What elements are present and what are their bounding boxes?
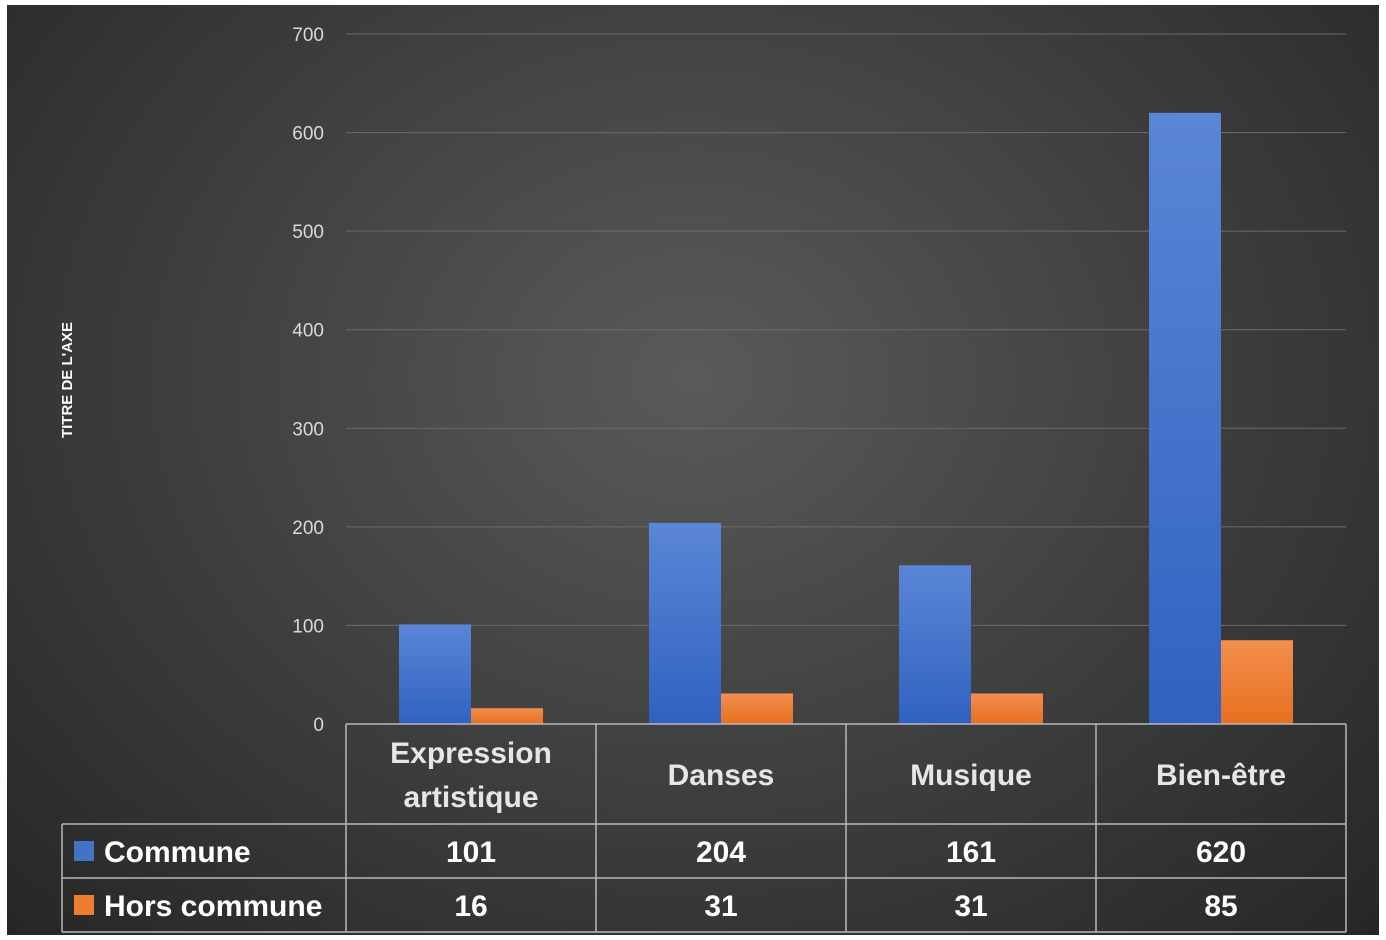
y-tick-label: 200 [292,518,324,539]
bar-hors-commune-2 [971,693,1043,724]
x-tick-label: artistique [403,781,538,814]
bar-commune-2 [899,565,971,724]
x-tick-label: Danses [668,759,775,792]
data-label: 620 [1196,836,1246,869]
y-tick-label: 700 [292,25,324,46]
bar-commune-0 [399,624,471,724]
x-tick-label: Musique [910,759,1032,792]
bar-hors-commune-1 [721,693,793,724]
y-tick-label: 600 [292,124,324,145]
data-label: 204 [696,836,746,869]
legend-label: Commune [104,836,251,869]
bar-hors-commune-3 [1221,640,1293,724]
x-tick-label: Expression [390,737,552,770]
data-label: 16 [454,890,487,923]
y-tick-label: 500 [292,222,324,243]
bar-hors-commune-0 [471,708,543,724]
data-label: 31 [704,890,737,923]
data-label: 85 [1204,890,1237,923]
bar-commune-1 [649,522,721,724]
y-tick-label: 0 [313,715,324,736]
y-tick-label: 400 [292,321,324,342]
x-tick-label: Bien-être [1156,759,1286,792]
legend-key-0 [74,841,94,861]
y-axis-title: TITRE DE L'AXE [59,322,76,438]
y-tick-label: 100 [292,616,324,637]
legend-label: Hors commune [104,890,322,923]
legend-key-1 [74,895,94,915]
bar-commune-3 [1149,112,1221,725]
data-label: 161 [946,836,996,869]
data-label: 101 [446,836,496,869]
data-label: 31 [954,890,987,923]
y-tick-label: 300 [292,419,324,440]
